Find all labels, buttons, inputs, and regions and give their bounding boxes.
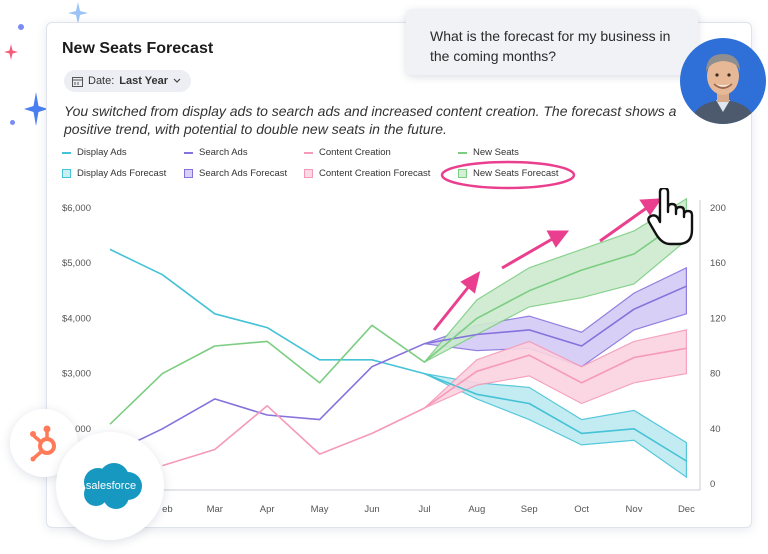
trend-arrow — [501, 236, 555, 270]
x-tick-label: May — [311, 504, 329, 515]
y-left-tick-label: $2,000 — [62, 424, 91, 435]
x-tick-label: Sep — [521, 504, 538, 515]
sparkle-icon — [24, 92, 48, 126]
y-left-tick-label: $3,000 — [62, 369, 91, 380]
trend-arrows — [432, 198, 662, 331]
hubspot-icon — [30, 425, 56, 462]
calendar-icon — [72, 76, 83, 87]
person-illustration — [690, 54, 756, 124]
legend-item-display-ads[interactable]: Display Ads — [62, 147, 127, 158]
chart-legend: Display Ads Search Ads Content Creation … — [62, 147, 622, 187]
legend-swatch — [458, 151, 467, 154]
trend-arrowhead — [460, 271, 481, 294]
date-filter-value: Last Year — [119, 75, 169, 87]
legend-swatch — [184, 169, 193, 178]
hand-cursor-icon — [647, 188, 694, 246]
trend-arrowhead — [546, 230, 570, 248]
dot-decoration — [10, 120, 15, 125]
series-line — [162, 347, 687, 467]
user-avatar — [680, 38, 766, 124]
x-tick-label: Dec — [678, 504, 695, 515]
y-left-tick-label: $5,000 — [62, 258, 91, 269]
page-title: New Seats Forecast — [62, 40, 214, 57]
y-right-tick-label: 80 — [710, 369, 721, 380]
legend-item-new-seats[interactable]: New Seats — [458, 147, 519, 158]
y-right-tick-label: 160 — [710, 258, 726, 269]
x-tick-label: eb — [162, 504, 173, 515]
legend-item-content-creation-forecast[interactable]: Content Creation Forecast — [304, 168, 430, 179]
x-tick-label: Mar — [207, 504, 223, 515]
legend-label: New Seats — [473, 147, 519, 158]
y-right-tick-label: 40 — [710, 424, 721, 435]
chevron-down-icon — [173, 78, 181, 83]
legend-item-search-ads-forecast[interactable]: Search Ads Forecast — [184, 168, 287, 179]
legend-label: Content Creation — [319, 147, 391, 158]
legend-item-content-creation[interactable]: Content Creation — [304, 147, 391, 158]
legend-item-display-ads-forecast[interactable]: Display Ads Forecast — [62, 168, 166, 179]
cloud-icon — [84, 463, 142, 509]
x-tick-label: Nov — [626, 504, 643, 515]
forecast-summary: You switched from display ads to search … — [64, 103, 677, 137]
dot-decoration — [18, 24, 24, 30]
trend-arrow — [599, 205, 649, 243]
legend-label: Display Ads — [77, 147, 127, 158]
trend-arrowhead — [639, 198, 662, 216]
legend-swatch — [304, 151, 313, 154]
legend-label: New Seats Forecast — [473, 168, 559, 179]
sparkle-icon — [4, 44, 18, 60]
y-left-tick-label: $6,000 — [62, 203, 91, 214]
x-tick-label: Jul — [418, 504, 430, 515]
sparkle-icon — [68, 2, 88, 24]
x-tick-label: Oct — [574, 504, 589, 515]
chat-bubble: What is the forecast for my business in … — [406, 9, 698, 75]
series-line — [109, 248, 687, 462]
legend-swatch — [304, 169, 313, 178]
legend-label: Search Ads Forecast — [199, 168, 288, 179]
chat-question: What is the forecast for my business in … — [430, 28, 671, 64]
legend-item-new-seats-forecast[interactable]: New Seats Forecast — [458, 168, 559, 179]
highlight-ellipse — [440, 160, 576, 190]
y-right-tick-label: 0 — [710, 479, 715, 490]
x-tick-label: Apr — [260, 504, 275, 515]
forecast-band — [424, 373, 688, 479]
legend-label: Content Creation Forecast — [319, 168, 431, 179]
series-line — [109, 216, 687, 425]
x-tick-label: Aug — [468, 504, 485, 515]
x-tick-label: Jun — [364, 504, 379, 515]
y-right-tick-label: 120 — [710, 313, 726, 324]
legend-swatch — [62, 151, 71, 154]
trend-arrow — [432, 284, 472, 331]
series-line — [109, 285, 687, 455]
date-filter-button[interactable]: Date: Last Year — [64, 70, 192, 92]
legend-swatch — [184, 151, 193, 154]
salesforce-wordmark: salesforce — [85, 480, 137, 492]
legend-swatch — [62, 169, 71, 178]
legend-label: Search Ads — [199, 147, 248, 158]
legend-label: Display Ads Forecast — [77, 168, 167, 179]
y-right-tick-label: 200 — [710, 203, 726, 214]
legend-swatch — [458, 169, 467, 178]
legend-item-search-ads[interactable]: Search Ads — [184, 147, 248, 158]
salesforce-logo: salesforce — [56, 432, 164, 540]
y-left-tick-label: $4,000 — [62, 313, 91, 324]
date-filter-label: Date: — [88, 75, 115, 87]
